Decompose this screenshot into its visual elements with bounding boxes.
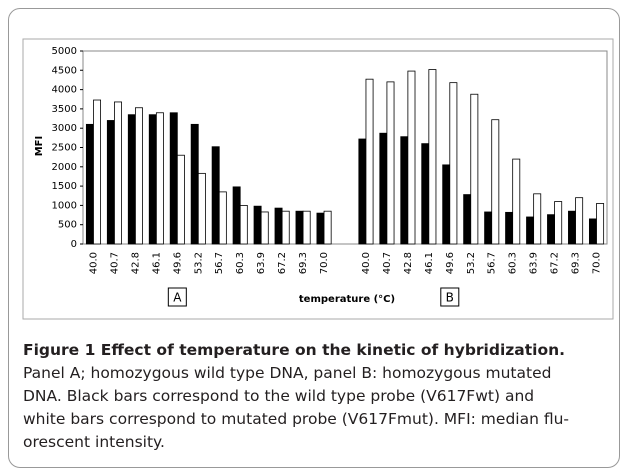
bar: [533, 193, 542, 245]
caption-line: white bars correspond to mutated probe (…: [23, 410, 570, 428]
x-tick-label: 42.8: [130, 252, 141, 274]
bar: [176, 154, 185, 245]
bar: [218, 191, 227, 245]
bar: [106, 120, 115, 245]
x-tick-label: 63.9: [529, 252, 540, 274]
bar: [85, 123, 94, 245]
bar: [400, 136, 409, 245]
bar: [211, 146, 220, 245]
chart: MFI temperature (°C) 0 500 1000 1500 2000 250…: [22, 38, 614, 320]
x-tick-label: 60.3: [235, 252, 246, 274]
bar: [316, 212, 325, 245]
bar: [169, 112, 178, 245]
bar: [575, 197, 584, 245]
y-tick-label: 4500: [52, 65, 77, 76]
x-tick-label: 67.2: [550, 252, 561, 274]
bar: [295, 210, 304, 245]
figure: MFI temperature (°C) 0 500 1000 1500 2000 250…: [8, 8, 620, 468]
chart-border: [22, 38, 614, 320]
bar: [484, 211, 493, 245]
bar: [239, 204, 248, 245]
y-tick-label: 1000: [52, 200, 77, 211]
y-tick-label: 2000: [52, 162, 77, 173]
bar: [358, 138, 367, 245]
bar: [93, 99, 102, 245]
bar: [197, 172, 206, 245]
y-tick-label: 5000: [52, 46, 77, 57]
x-tick-label: 67.2: [277, 252, 288, 274]
bar: [365, 78, 374, 245]
x-tick-label: 40.7: [109, 252, 120, 274]
caption-title: Figure 1 Effect of temperature on the ki…: [23, 341, 566, 359]
bar: [281, 210, 290, 245]
bar: [379, 132, 388, 245]
x-tick-label: 70.0: [319, 252, 330, 274]
panel-label: A: [173, 291, 182, 305]
bar: [547, 214, 555, 245]
y-tick-label: 2500: [52, 143, 77, 154]
x-tick-label: 56.7: [214, 252, 225, 274]
caption-line: Panel A; homozygous wild type DNA, panel…: [23, 364, 552, 382]
y-tick-label: 1500: [52, 181, 77, 192]
bar: [588, 218, 597, 245]
x-tick-label: 60.3: [508, 252, 519, 274]
bar: [302, 210, 311, 245]
y-tick-label: 500: [58, 220, 77, 231]
caption-line: DNA. Black bars correspond to the wild t…: [23, 387, 535, 405]
bar: [386, 81, 395, 245]
x-tick-label: 46.1: [151, 252, 162, 274]
caption-line: orescent intensity.: [23, 433, 165, 451]
caption: Figure 1 Effect of temperature on the ki…: [23, 339, 619, 454]
y-axis-label: MFI: [34, 136, 45, 157]
bar: [114, 101, 122, 245]
y-tick-label: 0: [71, 239, 77, 250]
bar: [526, 216, 535, 245]
x-tick-label: 56.7: [487, 252, 498, 274]
bar: [463, 194, 472, 245]
bar: [323, 210, 332, 245]
bar: [155, 112, 164, 245]
bar: [596, 203, 605, 245]
y-tick-label: 3000: [52, 123, 77, 134]
bar: [512, 158, 521, 245]
bar: [554, 201, 563, 245]
bar: [407, 70, 416, 245]
y-tick-label: 4000: [52, 85, 77, 96]
bar: [449, 82, 458, 245]
x-tick-label: 46.1: [424, 252, 435, 274]
bar: [421, 143, 430, 245]
x-axis-label: temperature (°C): [299, 294, 395, 305]
x-tick-label: 40.0: [361, 252, 372, 274]
bar: [442, 164, 451, 245]
y-tick-label: 3500: [52, 104, 77, 115]
x-tick-label: 69.3: [298, 252, 309, 274]
bar: [260, 211, 269, 245]
x-tick-label: 70.0: [592, 252, 603, 274]
x-tick-label: 49.6: [172, 252, 183, 274]
bar: [148, 114, 157, 245]
bar: [232, 186, 241, 245]
x-tick-label: 53.2: [466, 252, 477, 274]
panel-box: [167, 287, 187, 307]
x-tick-label: 53.2: [193, 252, 204, 274]
bar: [470, 93, 479, 245]
x-tick-label: 69.3: [571, 252, 582, 274]
bar: [428, 69, 437, 245]
x-tick-label: 40.0: [88, 252, 99, 274]
bar: [274, 207, 283, 245]
bar: [505, 211, 514, 245]
bar: [127, 114, 136, 245]
panel-box: [440, 287, 460, 307]
bar: [253, 205, 262, 245]
x-tick-label: 40.7: [382, 252, 393, 274]
x-tick-label: 42.8: [403, 252, 414, 274]
x-tick-label: 49.6: [445, 252, 456, 274]
x-tick-label: 63.9: [256, 252, 267, 274]
bar: [491, 119, 500, 245]
panel-label: B: [446, 291, 454, 305]
bar: [568, 210, 576, 245]
bar: [135, 107, 143, 245]
bar: [190, 123, 199, 245]
